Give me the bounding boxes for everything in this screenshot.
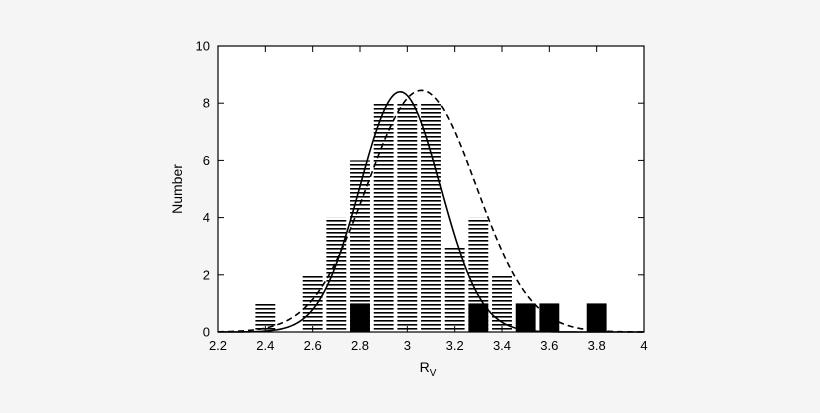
- x-tick-label: 3: [404, 338, 411, 353]
- hatched-bar-2: [326, 217, 347, 332]
- hatched-bar-6: [421, 103, 441, 332]
- y-tick-label: 6: [203, 153, 210, 168]
- x-tick-label: 3.4: [493, 338, 511, 353]
- hatched-bar-7: [444, 246, 465, 332]
- y-tick-label: 8: [203, 96, 210, 111]
- x-tick-label: 4: [640, 338, 647, 353]
- y-tick-label: 10: [196, 39, 210, 54]
- solid-bar-2: [515, 303, 536, 332]
- hatched-bar-9: [492, 274, 512, 332]
- x-tick-label: 2.4: [256, 338, 274, 353]
- x-tick-label: 2.6: [304, 338, 322, 353]
- x-axis-label-main: R: [420, 359, 430, 375]
- x-tick-label: 3.8: [588, 338, 606, 353]
- solid-bars: [350, 303, 607, 332]
- solid-bar-0: [350, 303, 370, 332]
- hatched-bar-4: [373, 103, 394, 332]
- x-tick-label: 3.2: [446, 338, 464, 353]
- x-axis: 2.2 2.4 2.6 2.8 3 3.2 3.4 3.6 3.8 4: [209, 46, 648, 353]
- plot-frame: [217, 45, 645, 333]
- hatched-bar-5: [397, 103, 418, 332]
- dashed-gaussian-curve: [217, 89, 645, 333]
- hatched-bar-0: [255, 303, 276, 332]
- x-tick-label: 3.6: [540, 338, 558, 353]
- y-tick-label: 4: [203, 210, 210, 225]
- solid-bar-3: [539, 303, 560, 332]
- x-axis-label: RV: [420, 359, 437, 379]
- y-axis-label: Number: [169, 164, 185, 214]
- hatched-bar-1: [302, 274, 323, 332]
- y-tick-label: 0: [203, 325, 210, 340]
- solid-bar-4: [586, 303, 607, 332]
- x-axis-label-subscript: V: [430, 368, 437, 379]
- x-tick-label: 2.8: [351, 338, 369, 353]
- solid-bar-1: [468, 303, 489, 332]
- y-axis: 0 2 4 6 8 10: [196, 39, 644, 340]
- x-tick-label: 2.2: [209, 338, 227, 353]
- y-tick-label: 2: [203, 267, 210, 282]
